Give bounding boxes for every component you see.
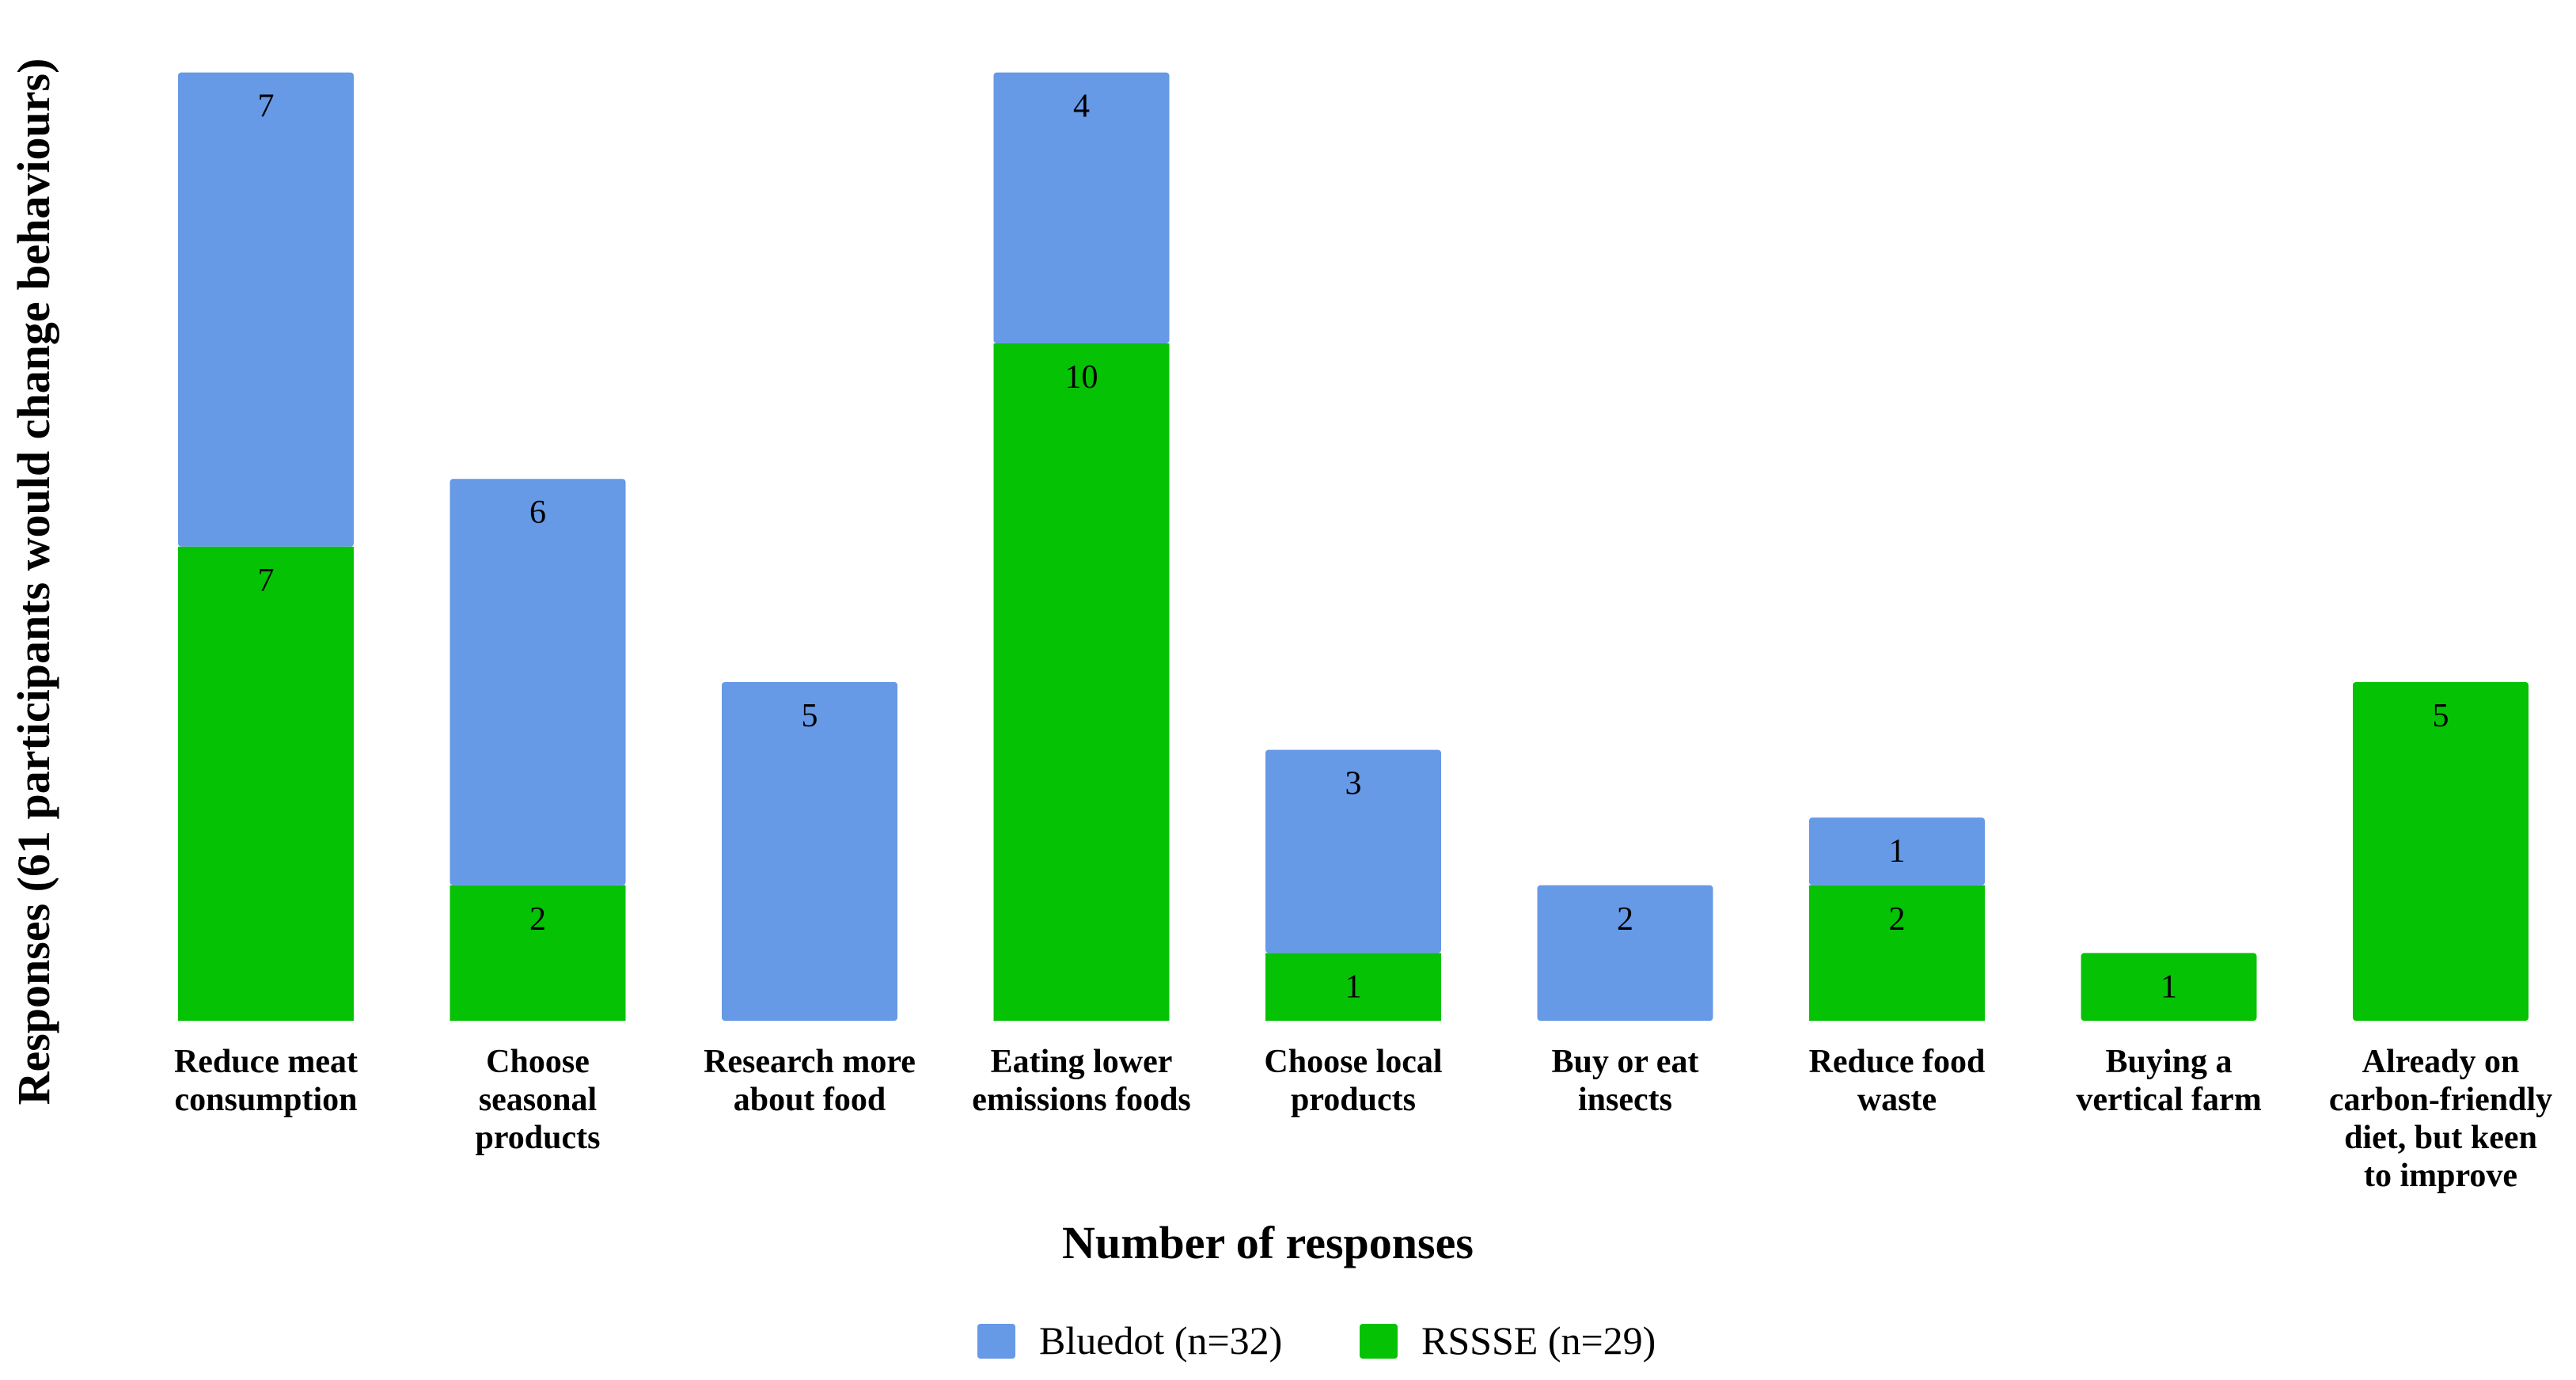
x-tick-label-2: Choose seasonal products xyxy=(476,1044,601,1156)
x-tick-label-9: Already on carbon-friendly diet, but keen t… xyxy=(2329,1044,2552,1194)
data-label-bluedot-3: 5 xyxy=(802,698,818,734)
x-tick-label-3: Research more about food xyxy=(704,1044,916,1118)
bar-bluedot-3 xyxy=(722,682,897,1021)
x-axis-title: Number of responses xyxy=(1062,1217,1474,1268)
data-label-bluedot-1: 7 xyxy=(258,89,275,125)
data-label-rssse-5: 1 xyxy=(1345,969,1362,1005)
bar-rssse-8 xyxy=(2081,953,2257,1021)
bar-rssse-5 xyxy=(1265,953,1441,1021)
x-tick-label-7: Reduce food waste xyxy=(1809,1044,1986,1118)
data-labels-layer: 7 7 2 6 5 10 4 1 3 2 2 1 1 5 xyxy=(258,89,2449,1006)
bar-rssse-2 xyxy=(450,885,626,1021)
data-label-bluedot-5: 3 xyxy=(1345,766,1362,802)
data-label-bluedot-7: 1 xyxy=(1889,833,1906,870)
data-label-rssse-1: 7 xyxy=(258,563,275,599)
bars-layer xyxy=(178,72,2529,1021)
bar-rssse-7 xyxy=(1809,885,1985,1021)
legend-label-bluedot: Bluedot (n=32) xyxy=(1039,1318,1282,1363)
x-tick-label-5: Choose local products xyxy=(1264,1044,1442,1118)
y-axis-title: Responses (61 participants would change … xyxy=(8,59,59,1105)
x-tick-label-1: Reduce meat consumption xyxy=(174,1044,358,1118)
data-label-bluedot-4: 4 xyxy=(1073,89,1090,125)
bar-bluedot-1 xyxy=(178,72,354,547)
data-label-rssse-4: 10 xyxy=(1065,359,1098,396)
data-label-rssse-8: 1 xyxy=(2161,969,2177,1005)
legend-swatch-rssse xyxy=(1360,1324,1398,1359)
bar-rssse-9 xyxy=(2353,682,2529,1021)
data-label-rssse-2: 2 xyxy=(529,901,546,938)
bar-bluedot-7 xyxy=(1809,817,1985,885)
legend-label-rssse: RSSSE (n=29) xyxy=(1421,1318,1656,1363)
bar-rssse-1 xyxy=(178,546,354,1021)
x-tick-label-6: Buy or eat insects xyxy=(1552,1044,1699,1118)
bar-bluedot-4 xyxy=(993,72,1170,343)
bar-bluedot-2 xyxy=(450,479,626,885)
bar-rssse-4 xyxy=(993,343,1170,1021)
data-label-rssse-7: 2 xyxy=(1889,901,1906,938)
bar-bluedot-6 xyxy=(1537,885,1713,1021)
x-tick-label-8: Buying a vertical farm xyxy=(2076,1044,2261,1118)
legend: Bluedot (n=32) RSSSE (n=29) xyxy=(977,1318,1656,1363)
x-tick-label-4: Eating lower emissions foods xyxy=(972,1044,1191,1118)
bar-bluedot-5 xyxy=(1265,749,1441,953)
x-tick-labels: Reduce meat consumption Choose seasonal prod… xyxy=(174,1044,2552,1194)
data-label-rssse-9: 5 xyxy=(2433,698,2449,734)
data-label-bluedot-2: 6 xyxy=(529,495,546,531)
data-label-bluedot-6: 2 xyxy=(1617,901,1633,938)
legend-swatch-bluedot xyxy=(977,1324,1015,1359)
